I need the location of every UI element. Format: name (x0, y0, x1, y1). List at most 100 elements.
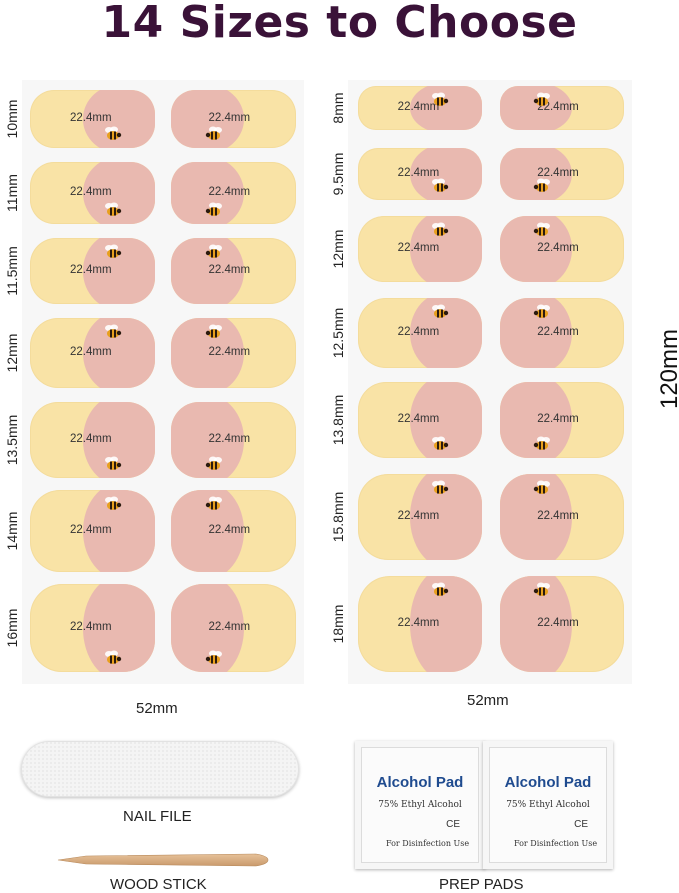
bee-icon (532, 480, 552, 496)
nail-size-label: 9.5mm (330, 152, 346, 196)
nail-size-label: 10mm (4, 99, 20, 139)
press-on-nail: 22.4mm (358, 576, 482, 672)
nail-length-label: 22.4mm (397, 413, 440, 425)
nail-length-label: 22.4mm (537, 101, 579, 113)
bee-icon (103, 324, 123, 340)
nail-length-label: 22.4mm (397, 326, 440, 338)
bee-icon (204, 650, 224, 666)
nail-length-label: 22.4mm (208, 433, 251, 445)
bee-icon (532, 222, 552, 238)
alcohol-pad-subtitle: 75% Ethyl Alcohol (378, 800, 462, 810)
nail-length-label: 22.4mm (70, 433, 112, 445)
alcohol-pad-title: Alcohol Pad (376, 774, 464, 791)
bee-icon (532, 582, 552, 598)
bee-icon (430, 582, 450, 598)
nail-length-label: 22.4mm (208, 524, 251, 536)
nail-length-label: 22.4mm (397, 510, 440, 522)
nail-length-label: 22.4mm (208, 264, 251, 276)
bee-icon (103, 244, 123, 260)
bee-icon (430, 222, 450, 238)
nail-size-label: 18mm (330, 604, 346, 644)
press-on-nail: 22.4mm (500, 576, 624, 672)
press-on-nail: 22.4mm (358, 298, 482, 368)
bee-icon (103, 126, 123, 142)
ce-mark: CE (446, 819, 460, 830)
nail-length-label: 22.4mm (537, 167, 579, 179)
nail-file (21, 741, 299, 797)
nail-size-label: 15.8mm (330, 491, 346, 543)
nail-length-label: 22.4mm (70, 264, 112, 276)
nail-size-label: 16mm (4, 608, 20, 648)
nail-size-label: 13.8mm (330, 394, 346, 446)
prep-pads-label: PREP PADS (439, 876, 524, 893)
press-on-nail: 22.4mm (500, 148, 624, 200)
nail-length-label: 22.4mm (537, 326, 579, 338)
nail-length-label: 22.4mm (537, 510, 579, 522)
bee-icon (532, 436, 552, 452)
press-on-nail: 22.4mm (171, 90, 296, 148)
press-on-nail: 22.4mm (500, 382, 624, 458)
press-on-nail: 22.4mm (30, 318, 155, 388)
press-on-nail: 22.4mm (500, 216, 624, 282)
nail-size-label: 8mm (330, 92, 346, 124)
press-on-nail: 22.4mm (171, 318, 296, 388)
press-on-nail: 22.4mm (171, 402, 296, 478)
nail-length-label: 22.4mm (70, 621, 112, 633)
nail-length-label: 22.4mm (70, 186, 112, 198)
alcohol-pad-footer: For Disinfection Use (386, 839, 470, 848)
press-on-nail: 22.4mm (358, 216, 482, 282)
press-on-nail: 22.4mm (358, 86, 482, 130)
press-on-nail: 22.4mm (500, 86, 624, 130)
press-on-nail: 22.4mm (171, 162, 296, 224)
bee-icon (204, 496, 224, 512)
press-on-nail: 22.4mm (30, 238, 155, 304)
nail-size-label: 11.5mm (4, 246, 20, 296)
bee-icon (204, 456, 224, 472)
nail-length-label: 22.4mm (70, 112, 112, 124)
press-on-nail: 22.4mm (358, 382, 482, 458)
nail-size-label: 14mm (4, 511, 20, 551)
nail-file-label: NAIL FILE (123, 808, 192, 825)
bee-icon (204, 244, 224, 260)
bee-icon (204, 202, 224, 218)
bee-icon (532, 92, 552, 108)
bee-icon (430, 178, 450, 194)
alcohol-pad-2: Alcohol Pad 75% Ethyl Alcohol CE For Dis… (483, 741, 613, 869)
press-on-nail: 22.4mm (500, 474, 624, 560)
bee-icon (430, 480, 450, 496)
right-sheet-width-label: 52mm (467, 692, 509, 709)
wood-stick-label: WOOD STICK (110, 876, 207, 893)
alcohol-pad-subtitle: 75% Ethyl Alcohol (506, 800, 590, 810)
press-on-nail: 22.4mm (171, 490, 296, 572)
nail-length-label: 22.4mm (537, 242, 579, 254)
wood-stick (57, 853, 269, 867)
bee-icon (532, 304, 552, 320)
nail-length-label: 22.4mm (208, 621, 251, 633)
nail-length-label: 22.4mm (537, 413, 579, 425)
bee-icon (430, 92, 450, 108)
bee-icon (103, 650, 123, 666)
bee-icon (103, 202, 123, 218)
press-on-nail: 22.4mm (358, 474, 482, 560)
nail-length-label: 22.4mm (70, 524, 112, 536)
nail-size-label: 12mm (4, 333, 20, 373)
press-on-nail: 22.4mm (30, 402, 155, 478)
nail-length-label: 22.4mm (70, 346, 112, 358)
press-on-nail: 22.4mm (500, 298, 624, 368)
bee-icon (430, 304, 450, 320)
nail-length-label: 22.4mm (208, 346, 251, 358)
bee-icon (532, 178, 552, 194)
press-on-nail: 22.4mm (30, 490, 155, 572)
nail-length-label: 22.4mm (208, 112, 251, 124)
press-on-nail: 22.4mm (30, 162, 155, 224)
press-on-nail: 22.4mm (171, 584, 296, 672)
nail-length-label: 22.4mm (397, 242, 440, 254)
left-sheet-width-label: 52mm (136, 700, 178, 717)
nail-size-label: 11mm (4, 174, 20, 212)
press-on-nail: 22.4mm (30, 584, 155, 672)
alcohol-pad-footer: For Disinfection Use (514, 839, 598, 848)
nail-size-label: 13.5mm (4, 414, 20, 466)
nail-size-label: 12mm (330, 229, 346, 269)
nail-size-label: 12.5mm (330, 307, 346, 359)
alcohol-pad-1: Alcohol Pad 75% Ethyl Alcohol CE For Dis… (355, 741, 485, 869)
